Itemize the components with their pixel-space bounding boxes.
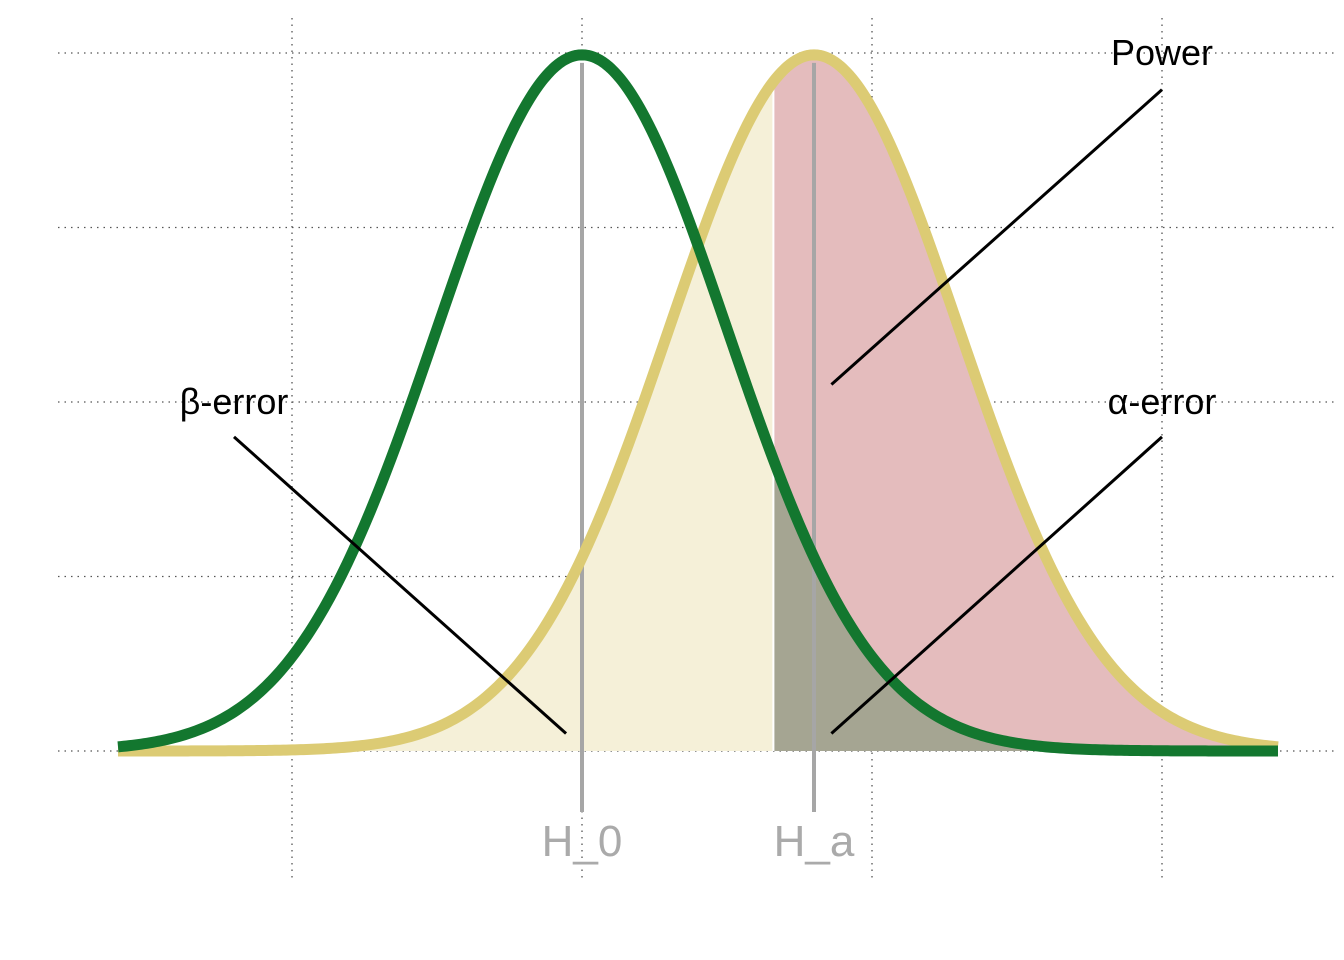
mean-label-H_0: H_0 <box>542 817 623 866</box>
region-β-error <box>147 81 774 752</box>
shaded-regions <box>147 54 1278 752</box>
annotations: Power β-error α-error <box>180 32 1217 735</box>
mean-markers: H_0 H_a <box>542 62 855 866</box>
annotation-line-α-error <box>830 435 1164 735</box>
density-curves <box>115 49 1281 757</box>
annotation-line-Power <box>830 88 1163 386</box>
annotation-label-α-error: α-error <box>1108 381 1217 422</box>
region-Power <box>773 54 1278 752</box>
curve-H_0 <box>115 49 1281 757</box>
annotation-label-β-error: β-error <box>180 381 289 422</box>
mean-label-H_a: H_a <box>774 817 855 866</box>
annotation-line-β-error <box>233 435 568 735</box>
annotation-label-Power: Power <box>1111 32 1213 73</box>
region-α-error <box>773 459 1278 751</box>
